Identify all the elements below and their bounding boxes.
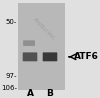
Text: 106-: 106- [1,85,17,91]
FancyBboxPatch shape [23,52,37,61]
FancyBboxPatch shape [43,52,57,61]
Text: ProSci Inc.: ProSci Inc. [32,18,56,41]
Text: 97-: 97- [6,73,17,79]
Text: 50-: 50- [6,19,17,25]
FancyBboxPatch shape [18,3,65,90]
FancyBboxPatch shape [23,40,35,46]
Text: B: B [47,89,53,98]
Text: ATF6: ATF6 [74,52,99,61]
Text: A: A [26,89,34,98]
